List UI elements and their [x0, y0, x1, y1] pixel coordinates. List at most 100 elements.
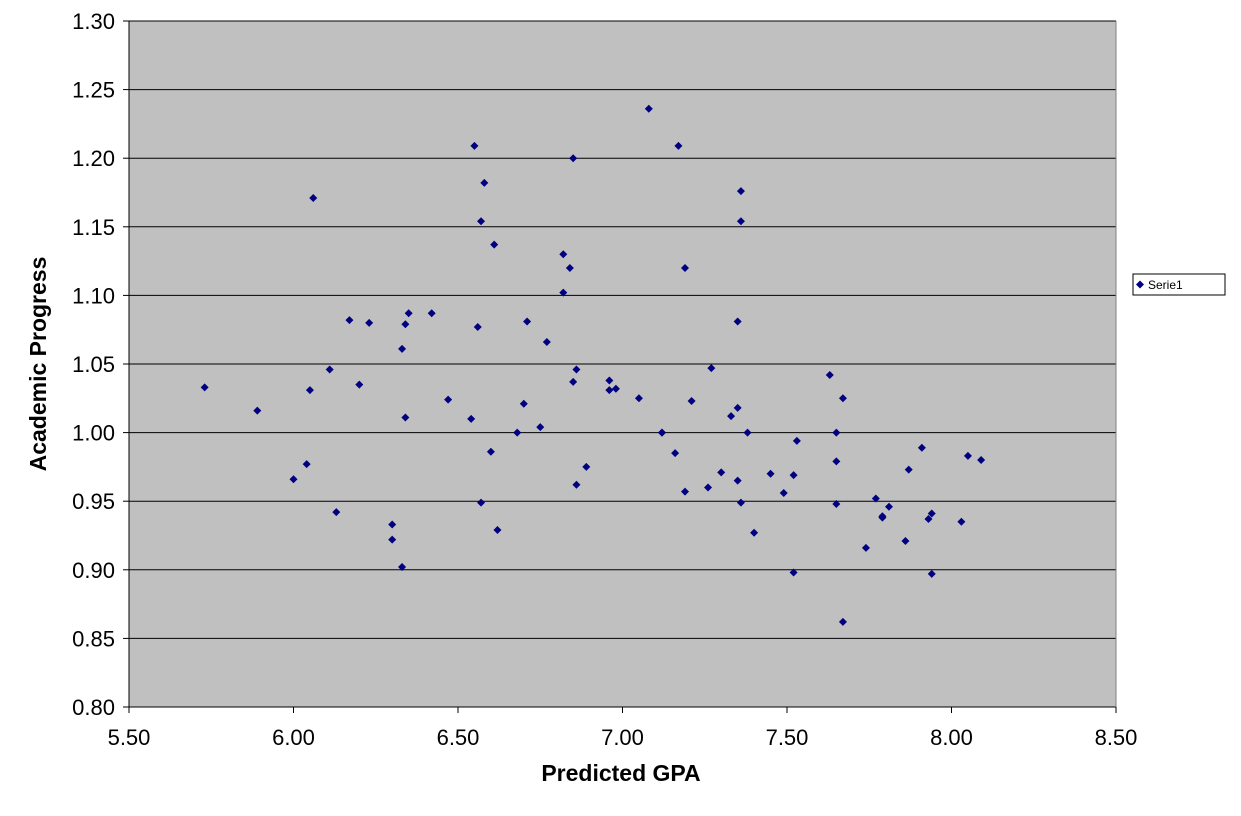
data-point	[470, 141, 479, 150]
data-point	[477, 217, 486, 226]
data-point	[289, 475, 298, 484]
data-point	[582, 462, 591, 471]
data-point	[332, 508, 341, 517]
data-point	[884, 502, 893, 511]
legend-label: Serie1	[1148, 278, 1183, 292]
data-point	[871, 494, 880, 503]
data-point	[444, 395, 453, 404]
data-point	[927, 569, 936, 578]
data-point	[832, 457, 841, 466]
data-point	[681, 487, 690, 496]
data-point	[388, 520, 397, 529]
data-point	[325, 365, 334, 374]
data-point	[490, 240, 499, 249]
data-point	[657, 428, 666, 437]
data-point	[963, 451, 972, 460]
y-tick-label: 1.30	[72, 9, 115, 34]
data-point	[825, 370, 834, 379]
x-tick-label: 5.50	[108, 725, 151, 750]
data-point	[917, 443, 926, 452]
data-point	[743, 428, 752, 437]
data-point	[717, 468, 726, 477]
data-point	[733, 476, 742, 485]
data-point	[733, 317, 742, 326]
data-points	[200, 104, 986, 626]
data-point	[536, 423, 545, 432]
data-point	[345, 316, 354, 325]
x-tick-label: 7.50	[766, 725, 809, 750]
y-tick-label: 1.10	[72, 283, 115, 308]
data-point	[977, 456, 986, 465]
data-point	[736, 187, 745, 196]
data-point	[480, 178, 489, 187]
data-point	[792, 436, 801, 445]
data-point	[473, 322, 482, 331]
y-axis-title: Academic Progress	[25, 257, 51, 472]
data-point	[513, 428, 522, 437]
data-point	[398, 344, 407, 353]
data-point	[779, 488, 788, 497]
data-point	[766, 469, 775, 478]
x-tick-label: 6.50	[437, 725, 480, 750]
data-point	[605, 376, 614, 385]
axes	[128, 21, 1117, 708]
legend-box	[1132, 273, 1226, 296]
data-point	[687, 397, 696, 406]
data-point	[727, 412, 736, 421]
y-tick-label: 0.95	[72, 489, 115, 514]
data-point	[486, 447, 495, 456]
x-tick-label: 8.00	[930, 725, 973, 750]
data-point	[401, 413, 410, 422]
data-point	[572, 480, 581, 489]
data-point	[404, 309, 413, 318]
data-point	[493, 526, 502, 535]
data-point	[388, 535, 397, 544]
data-point	[707, 364, 716, 373]
legend-marker-icon	[1136, 280, 1144, 289]
data-point	[901, 536, 910, 545]
data-point	[477, 498, 486, 507]
y-tick-label: 1.05	[72, 352, 115, 377]
gridlines	[123, 20, 1117, 713]
x-tick-label: 6.00	[272, 725, 315, 750]
data-point	[904, 465, 913, 474]
data-point	[861, 543, 870, 552]
data-point	[467, 414, 476, 423]
data-point	[569, 377, 578, 386]
y-tick-label: 0.80	[72, 695, 115, 720]
data-point	[523, 317, 532, 326]
legend: Serie1	[1132, 273, 1226, 296]
data-point	[365, 318, 374, 327]
y-tick-labels: 0.80 0.85 0.90 0.95 1.00 1.05 1.10 1.15 1.20 1.25…	[72, 9, 115, 720]
data-point	[838, 394, 847, 403]
y-tick-label: 1.15	[72, 215, 115, 240]
y-tick-label: 0.90	[72, 558, 115, 583]
x-tick-label: 8.50	[1095, 725, 1138, 750]
data-point	[733, 403, 742, 412]
data-point	[305, 386, 314, 395]
data-point	[559, 288, 568, 297]
y-tick-label: 1.20	[72, 146, 115, 171]
data-point	[750, 528, 759, 537]
data-point	[644, 104, 653, 113]
data-point	[427, 309, 436, 318]
y-tick-label: 1.25	[72, 78, 115, 103]
data-point	[924, 515, 933, 524]
data-point	[634, 394, 643, 403]
data-point	[736, 498, 745, 507]
data-point	[838, 617, 847, 626]
data-point	[878, 512, 887, 521]
data-point	[565, 263, 574, 272]
data-point	[832, 428, 841, 437]
data-point	[674, 141, 683, 150]
y-tick-label: 1.00	[72, 421, 115, 446]
data-point	[542, 338, 551, 347]
data-point	[789, 471, 798, 480]
data-point	[681, 263, 690, 272]
data-point	[611, 384, 620, 393]
data-point	[789, 568, 798, 577]
x-tick-label: 7.00	[601, 725, 644, 750]
data-point	[605, 386, 614, 395]
data-point	[302, 460, 311, 469]
